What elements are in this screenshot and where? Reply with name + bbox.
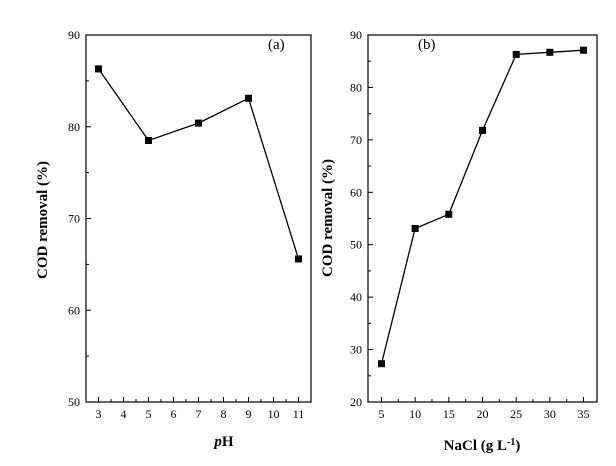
panel-b-y-tick-label: 60 [350,185,362,199]
panel-a-x-axis-title: pH [212,434,234,450]
panel-b-label: (b) [418,37,436,53]
panel-a-y-tick-label: 90 [68,28,80,42]
panel-b-x-tick-label: 15 [443,407,455,421]
panel-a-y-tick-label: 80 [68,120,80,134]
panel-b-x-tick-label: 10 [409,407,421,421]
panel-b-x-axis-title-end: ) [515,438,520,454]
panel-b-y-tick-label: 30 [350,343,362,357]
panel-a-data-point [195,119,202,127]
panel-a-label: (a) [268,37,285,53]
panel-b-data-point [512,50,520,58]
panel-a-data-point [145,137,152,144]
panel-a-series-line [97,68,300,260]
panel-a-x-tick-label: 5 [146,407,152,421]
panel-b-x-tick-label: 35 [578,407,590,421]
panel-b-y-tick-label: 80 [350,80,362,94]
panel-b-series [378,46,587,368]
panel-a-data-point [295,255,302,263]
panel-a-x-tick-label: 9 [246,407,252,421]
panel-b-data-point [445,210,453,218]
panel-b-x-axis-title-main: NaCl (g L [444,438,507,454]
panel-a-x-tick-label: 10 [268,407,280,421]
panel-a-x-axis-title-italic: p [212,434,222,450]
panel-a-y-tick-label: 50 [68,395,80,409]
panel-b: 5 10 15 20 25 30 35 20 30 40 50 60 70 80 90 (b) COD re… [320,28,598,455]
panel-b-x-axis-title-sup: -1 [507,437,515,448]
panel-a-data-point [245,94,252,102]
panel-a-frame [85,34,312,403]
panel-b-series-line [380,49,584,364]
panel-a: 3 4 5 6 7 8 9 10 11 50 60 70 80 90 (a) COD removal (%… [35,28,312,450]
panel-a-x-tick-label: 6 [171,407,177,421]
panel-b-y-tick-label: 50 [350,238,362,252]
panel-b-axes [367,34,598,403]
panel-a-x-tick-label: 3 [96,407,102,421]
panel-b-data-point [479,126,486,134]
panel-b-y-tick-label: 40 [350,290,362,304]
panel-b-y-axis-title: COD removal (%) [320,159,336,277]
panel-a-y-axis-title: COD removal (%) [35,161,51,279]
panel-b-y-tick-label: 20 [350,395,362,409]
panel-a-data-point [95,65,102,73]
panel-b-data-point [378,360,385,368]
panel-a-x-tick-label: 11 [293,407,305,421]
panel-b-x-tick-label: 25 [510,407,522,421]
panel-b-data-point [411,225,419,232]
panel-a-ticks: 3 4 5 6 7 8 9 10 11 50 60 70 80 90 [68,28,304,421]
panel-b-data-point [580,46,587,54]
panel-a-x-tick-label: 7 [196,407,202,421]
panel-b-x-tick-label: 5 [378,407,384,421]
panel-a-x-tick-label: 8 [221,407,227,421]
panel-b-frame [367,34,598,403]
panel-a-y-tick-label: 60 [68,303,80,317]
panel-b-data-point [546,48,554,56]
panel-b-ticks: 5 10 15 20 25 30 35 20 30 40 50 60 70 80 90 [350,28,590,421]
panel-a-x-axis-title-rest: H [222,434,234,450]
panel-b-y-tick-label: 90 [350,28,362,42]
panel-b-x-tick-label: 20 [477,407,489,421]
panel-a-axes [85,34,312,403]
panel-a-x-tick-label: 4 [121,407,127,421]
panel-a-y-tick-label: 70 [68,212,80,226]
panel-b-x-tick-label: 30 [544,407,556,421]
panel-b-y-tick-label: 70 [350,133,362,147]
panel-a-series [95,65,302,263]
panel-b-x-axis-title: NaCl (g L-1) [444,437,521,455]
